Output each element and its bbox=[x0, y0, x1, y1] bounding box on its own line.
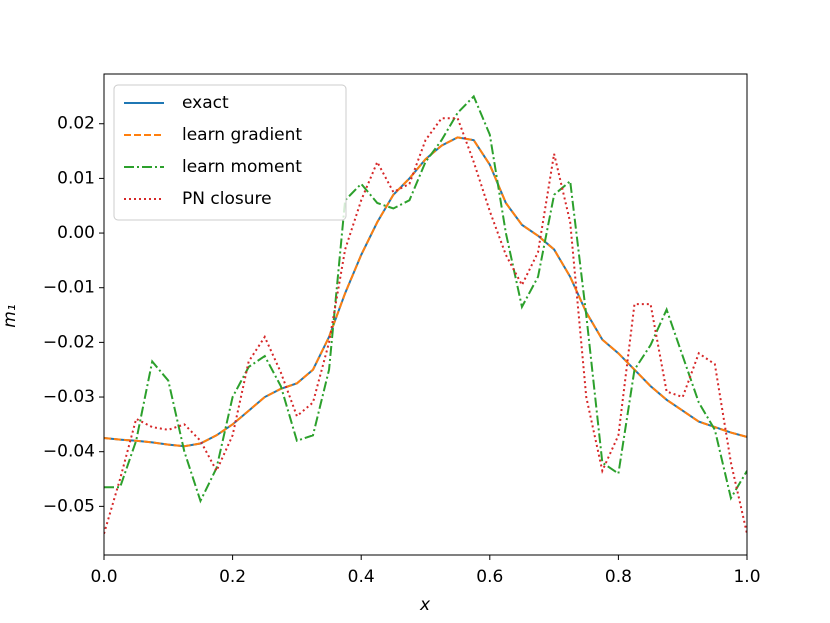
y-tick-label: −0.03 bbox=[43, 387, 95, 407]
plot-frame bbox=[103, 73, 748, 556]
y-tick-label: 0.01 bbox=[57, 168, 95, 188]
y-tick-label: −0.05 bbox=[43, 496, 95, 516]
y-axis-label: m₁ bbox=[0, 304, 20, 327]
x-tick-label: 0.0 bbox=[90, 567, 117, 587]
x-axis-label: x bbox=[419, 595, 431, 615]
legend-box bbox=[113, 84, 347, 221]
y-tick-label: 0.02 bbox=[57, 114, 95, 134]
x-tick-label: 1.0 bbox=[733, 567, 760, 587]
data-line bbox=[104, 117, 747, 534]
y-tick-label: −0.02 bbox=[43, 332, 95, 352]
legend-label: PN closure bbox=[182, 189, 272, 209]
legend-label: learn moment bbox=[182, 157, 302, 177]
data-line bbox=[104, 136, 747, 448]
data-line bbox=[104, 94, 747, 504]
legend-label: learn gradient bbox=[182, 125, 302, 145]
x-tick-label: 0.6 bbox=[476, 567, 503, 587]
y-tick-label: −0.01 bbox=[43, 278, 95, 298]
x-tick-label: 0.8 bbox=[605, 567, 632, 587]
y-tick-label: −0.04 bbox=[43, 442, 95, 462]
x-tick-label: 0.2 bbox=[219, 567, 246, 587]
x-tick-label: 0.4 bbox=[348, 567, 375, 587]
legend-label: exact bbox=[182, 93, 229, 113]
y-tick-label: 0.00 bbox=[57, 223, 95, 243]
